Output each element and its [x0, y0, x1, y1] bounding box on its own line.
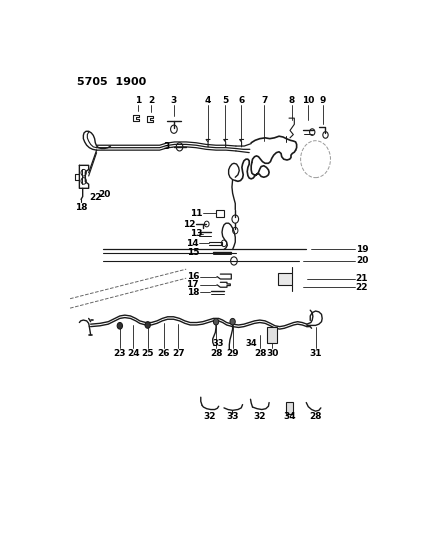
- Text: 26: 26: [158, 349, 170, 358]
- Text: 12: 12: [183, 220, 196, 229]
- Text: 7: 7: [261, 95, 268, 104]
- Circle shape: [117, 322, 122, 329]
- Text: 20: 20: [99, 190, 111, 199]
- Text: 1: 1: [135, 95, 141, 104]
- Text: 18: 18: [75, 203, 87, 212]
- Text: 21: 21: [356, 274, 368, 283]
- Text: 27: 27: [172, 349, 184, 358]
- Bar: [268, 327, 277, 343]
- Text: 13: 13: [190, 229, 202, 238]
- Text: 28: 28: [210, 349, 222, 358]
- Text: 20: 20: [356, 256, 368, 265]
- Text: 11: 11: [190, 209, 202, 218]
- Text: 34: 34: [245, 340, 257, 349]
- Text: 28: 28: [309, 411, 322, 421]
- Text: 33: 33: [226, 411, 239, 421]
- Text: 23: 23: [113, 349, 126, 358]
- Text: 33: 33: [213, 340, 224, 349]
- Text: 34: 34: [283, 411, 296, 421]
- Text: 9: 9: [320, 95, 326, 104]
- Bar: [217, 209, 224, 217]
- Text: 16: 16: [187, 272, 199, 281]
- Circle shape: [230, 318, 235, 325]
- Text: 2: 2: [148, 95, 155, 104]
- Text: 8: 8: [288, 95, 295, 104]
- Text: 22: 22: [90, 193, 102, 202]
- Text: 28: 28: [254, 349, 267, 358]
- Text: 18: 18: [187, 288, 199, 297]
- Text: 32: 32: [253, 411, 265, 421]
- Text: 3: 3: [171, 95, 177, 104]
- Text: 25: 25: [141, 349, 154, 358]
- Text: 30: 30: [266, 349, 279, 358]
- Text: 29: 29: [226, 349, 239, 358]
- Text: 31: 31: [309, 349, 322, 358]
- Text: 5: 5: [222, 95, 229, 104]
- Text: 32: 32: [204, 411, 216, 421]
- Circle shape: [214, 318, 219, 325]
- Circle shape: [145, 322, 150, 328]
- Text: 6: 6: [238, 95, 244, 104]
- Text: 10: 10: [302, 95, 315, 104]
- Text: 14: 14: [187, 239, 199, 248]
- Text: 17: 17: [187, 280, 199, 289]
- Bar: [286, 402, 293, 414]
- Text: 5705  1900: 5705 1900: [77, 77, 146, 87]
- Text: 19: 19: [356, 245, 368, 254]
- Text: 4: 4: [205, 95, 211, 104]
- Bar: [278, 273, 291, 285]
- Text: 22: 22: [356, 282, 368, 292]
- Text: 24: 24: [127, 349, 140, 358]
- Text: 3: 3: [163, 142, 169, 151]
- Text: 15: 15: [187, 248, 199, 257]
